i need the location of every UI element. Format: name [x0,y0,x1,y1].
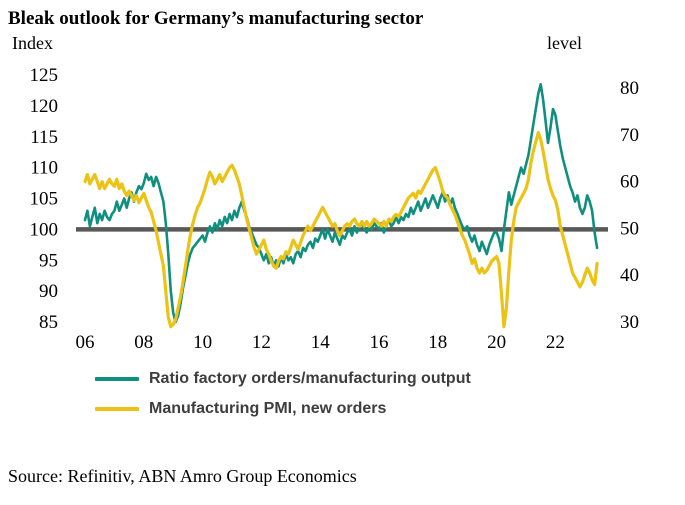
y-axis-right-tick-label: 60 [620,172,639,193]
y-axis-left-tick-label: 120 [30,96,59,117]
y-axis-left-tick-label: 115 [30,127,58,148]
ratio-line-swatch [95,377,139,381]
x-axis-tick-label: 20 [487,332,506,353]
x-axis-tick-label: 16 [370,332,389,353]
legend-label-ratio: Ratio factory orders/manufacturing outpu… [149,370,471,387]
y-axis-right-tick-label: 30 [620,312,639,333]
y-axis-left-tick-label: 125 [30,65,59,86]
y-axis-left-tick-label: 110 [30,158,58,179]
source-text: Source: Refinitiv, ABN Amro Group Econom… [8,466,357,486]
chart-legend: Ratio factory orders/manufacturing outpu… [95,370,471,418]
y-axis-right-tick-label: 40 [620,265,639,286]
legend-item-pmi: Manufacturing PMI, new orders [95,400,471,418]
ratio-series-line [83,83,599,324]
x-axis-tick-label: 08 [134,332,153,353]
legend-label-pmi: Manufacturing PMI, new orders [149,400,387,417]
plot-area: 125 120 115 110 105 100 95 90 85 80 70 60 50 40 30 06 08… [30,65,640,353]
x-axis-tick-label: 14 [311,332,331,353]
pmi-line-swatch [95,407,139,411]
x-axis-tick-label: 22 [546,332,565,353]
y-axis-left-tick-label: 95 [39,250,58,271]
x-axis-tick-label: 12 [252,332,271,353]
y-axis-right-tick-label: 70 [620,125,639,146]
chart-title: Bleak outlook for Germany’s manufacturin… [8,8,424,29]
left-axis-caption: Index [12,33,53,53]
y-axis-right-tick-label: 50 [620,218,639,239]
y-axis-left-tick-label: 105 [30,189,59,210]
y-axis-left-tick-label: 90 [39,281,58,302]
x-axis-tick-label: 06 [76,332,95,353]
x-axis-tick-label: 18 [428,332,447,353]
y-axis-left-tick-label: 100 [30,219,59,240]
y-axis-right-tick-label: 80 [620,78,639,99]
pmi-series-line [83,130,599,329]
right-axis-caption: level [547,33,582,53]
x-axis-tick-label: 10 [193,332,212,353]
y-axis-left-tick-label: 85 [39,312,58,333]
legend-item-ratio: Ratio factory orders/manufacturing outpu… [95,370,471,388]
